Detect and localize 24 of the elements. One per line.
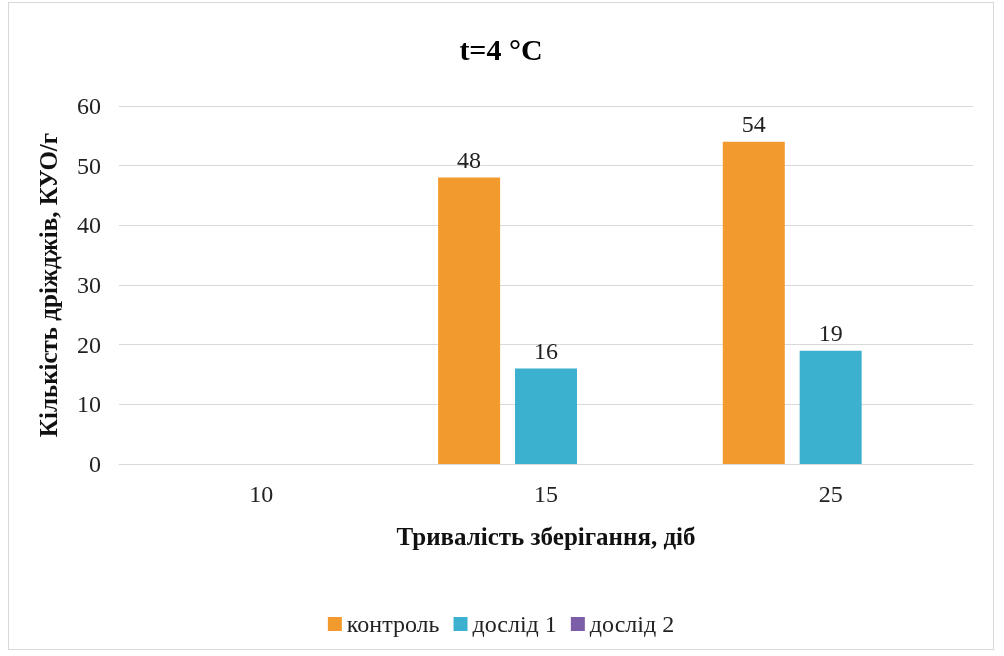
x-tick-label: 10	[249, 481, 274, 507]
y-tick-label: 0	[89, 451, 101, 477]
y-tick-label: 40	[77, 212, 101, 239]
data-label: 19	[818, 319, 843, 346]
x-axis-title: Тривалість зберігання, діб	[396, 523, 696, 550]
bar	[722, 141, 785, 464]
legend-label: контроль	[346, 611, 440, 637]
x-tick-label: 25	[818, 481, 843, 507]
y-tick-label: 60	[77, 93, 101, 119]
y-tick-label: 30	[77, 272, 101, 298]
x-tick-label: 15	[534, 481, 558, 507]
y-axis-title: Кількість дріжджів, КУО/г	[35, 132, 62, 438]
y-tick-label: 50	[77, 152, 101, 179]
data-label: 48	[457, 146, 482, 173]
chart-title: t=4 °C	[459, 32, 543, 66]
data-label: 54	[741, 110, 766, 137]
y-tick-label: 20	[77, 331, 101, 358]
bar	[515, 368, 577, 464]
bar	[799, 350, 862, 464]
legend-label: дослід 1	[472, 611, 557, 637]
legend-label: дослід 2	[589, 611, 675, 637]
y-tick-label: 10	[77, 391, 101, 418]
data-label: 16	[534, 337, 558, 364]
bar	[438, 177, 501, 464]
